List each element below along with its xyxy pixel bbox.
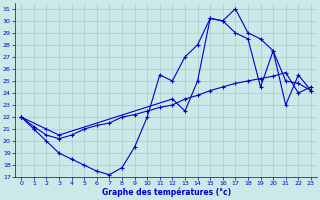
X-axis label: Graphe des températures (°c): Graphe des températures (°c): [101, 188, 231, 197]
